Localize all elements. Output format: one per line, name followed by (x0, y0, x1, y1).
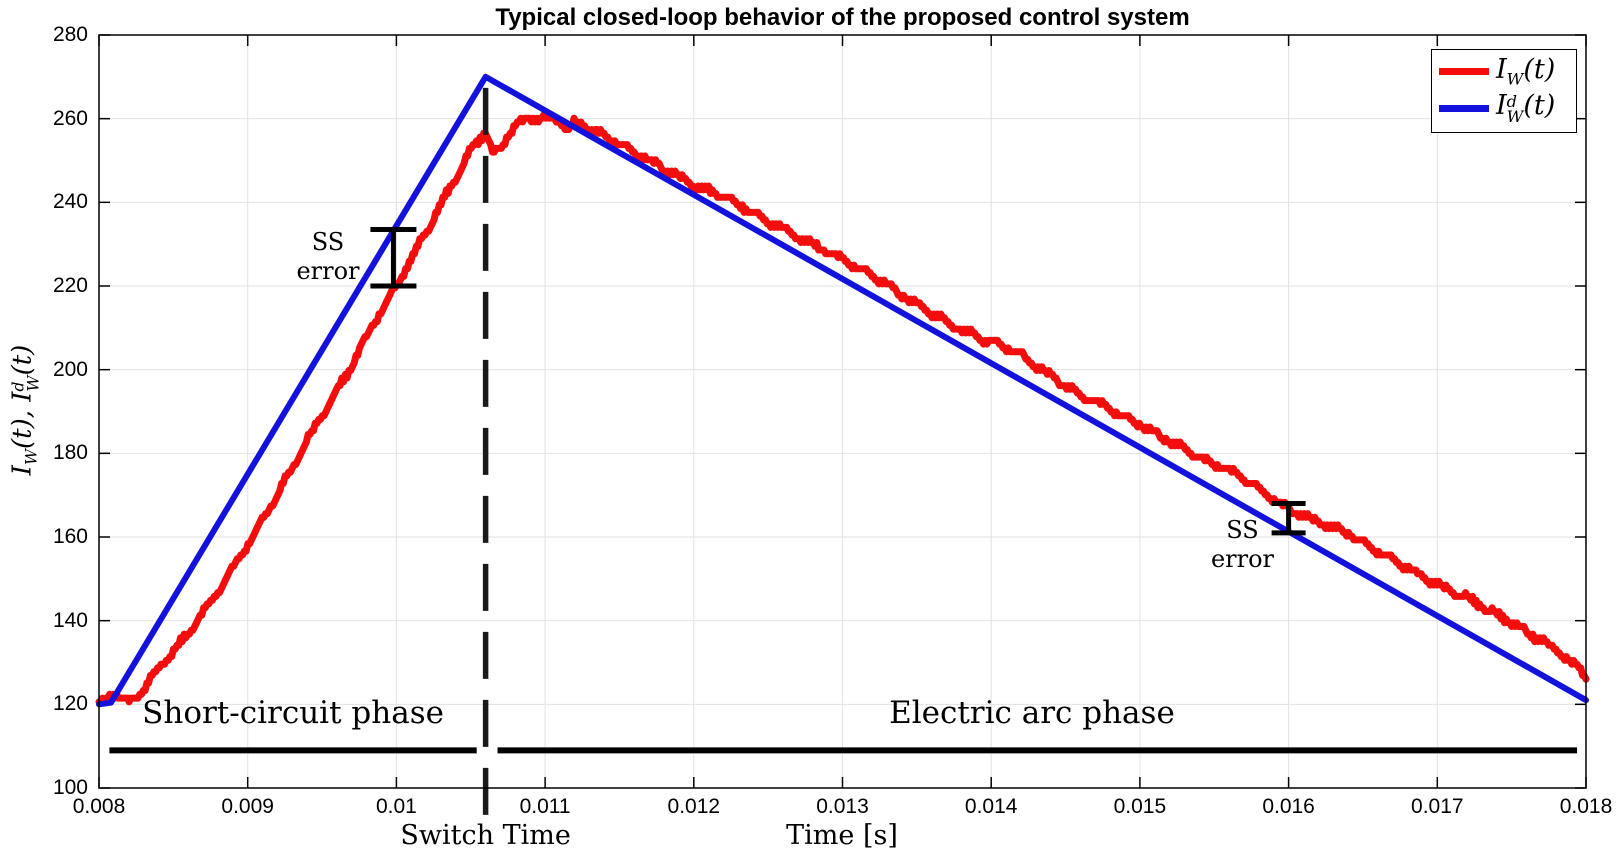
x-tick-label: 0.018 (1559, 795, 1613, 818)
chart-title: Typical closed-loop behavior of the prop… (495, 4, 1190, 31)
y-tick-label: 280 (52, 23, 88, 46)
switch-time-label: Switch Time (400, 820, 571, 851)
x-tick-label: 0.014 (964, 795, 1018, 818)
x-tick-label: 0.008 (72, 795, 126, 818)
y-tick-label: 140 (52, 608, 88, 632)
y-tick-label: 240 (52, 190, 88, 214)
x-tick-label: 0.013 (816, 795, 869, 818)
legend-item[interactable]: IW(t) (1439, 55, 1568, 88)
legend-line-sample (1439, 68, 1489, 76)
y-tick-label: 260 (52, 106, 88, 130)
x-tick-label: 0.01 (375, 795, 417, 818)
y-tick-label: 220 (52, 274, 88, 297)
y-tick-label: 160 (52, 525, 88, 548)
ss-error-label-arc: SS error (1210, 516, 1275, 574)
y-tick-label: 200 (52, 357, 88, 381)
ss-error-label-ramp: SS error (296, 227, 360, 285)
x-tick-label: 0.015 (1113, 795, 1167, 818)
x-tick-label: 0.012 (667, 795, 721, 818)
legend-item-label: IW(t) (1496, 54, 1556, 89)
y-tick-label: 180 (52, 441, 88, 465)
plot-border (98, 34, 1587, 789)
y-tick-label: 120 (52, 692, 88, 716)
x-tick-label: 0.009 (221, 795, 274, 818)
legend-line-sample (1439, 104, 1489, 112)
phase-label-electric-arc: Electric arc phase (889, 694, 1175, 731)
y-tick-label: 100 (52, 776, 88, 799)
phase-label-short-circuit: Short-circuit phase (142, 694, 444, 731)
x-axis-label: Time [s] (786, 820, 898, 851)
x-tick-label: 0.016 (1262, 795, 1315, 818)
series-measured-line (95, 111, 1590, 706)
series-desired-line (96, 73, 1589, 708)
x-tick-label: 0.011 (519, 795, 571, 818)
x-tick-label: 0.017 (1411, 795, 1464, 818)
